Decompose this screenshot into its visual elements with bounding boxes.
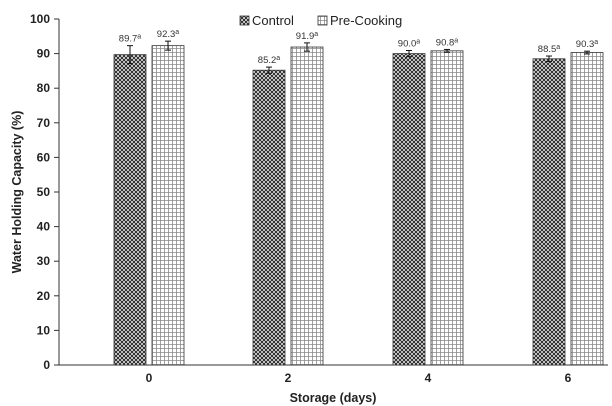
data-label: 92.3a [157,29,180,40]
y-tick-label: 20 [37,289,51,303]
data-label-value: 88.5 [538,44,557,55]
y-tick-label: 70 [37,116,51,130]
data-label-superscript: a [454,37,458,44]
y-tick-label: 90 [37,47,51,61]
x-axis-title: Storage (days) [290,391,377,405]
data-label-superscript: a [314,31,318,38]
bars [113,40,604,366]
y-tick-label: 60 [37,150,51,164]
data-label: 90.3a [576,39,599,50]
x-tick-label: 2 [285,371,292,385]
y-tick-label: 40 [37,220,51,234]
data-label-superscript: a [416,38,420,45]
bar-pre-cooking-0 [151,45,185,366]
data-label: 88.5a [538,44,561,55]
data-label-superscript: a [137,34,141,41]
bar-pre-cooking-6 [570,52,604,366]
legend-swatch-control [239,15,250,26]
data-label: 90.8a [436,37,459,48]
axes: 0 10 20 30 40 50 60 70 80 90 100 0 2 4 6 [30,12,608,385]
data-label-superscript: a [556,44,560,51]
x-tick-label: 6 [565,371,572,385]
legend-label: Control [252,13,294,28]
data-label-value: 90.3 [576,39,595,50]
x-tick-label: 0 [146,371,153,385]
data-label-superscript: a [175,29,179,36]
legend-swatch-pre-cooking [317,15,328,26]
y-tick-label: 30 [37,254,51,268]
data-label-value: 91.9 [296,31,315,42]
data-label-value: 89.7 [119,34,138,45]
legend: Control Pre-Cooking [239,13,402,28]
y-tick-label: 100 [30,12,50,26]
bar-control-0 [113,54,147,366]
data-label: 90.0a [398,38,421,49]
y-axis-title: Water Holding Capacity (%) [10,111,24,274]
bar-control-4 [392,53,426,366]
y-tick-label: 0 [43,358,50,372]
data-label: 91.9a [296,31,319,42]
data-label-superscript: a [594,39,598,46]
bar-pre-cooking-2 [290,46,324,366]
y-tick-label: 80 [37,81,51,95]
bar-control-6 [532,58,566,366]
data-label-superscript: a [276,55,280,62]
legend-label: Pre-Cooking [330,13,402,28]
data-label: 85.2a [258,55,281,66]
bar-pre-cooking-4 [430,50,464,366]
data-label-value: 90.8 [436,37,455,48]
data-label-value: 90.0 [398,38,417,49]
y-tick-label: 50 [37,185,51,199]
bar-control-2 [252,69,286,366]
data-label-value: 85.2 [258,55,277,66]
data-label: 89.7a [119,34,142,45]
y-tick-label: 10 [37,323,51,337]
data-label-value: 92.3 [157,29,176,40]
x-tick-label: 4 [425,371,432,385]
